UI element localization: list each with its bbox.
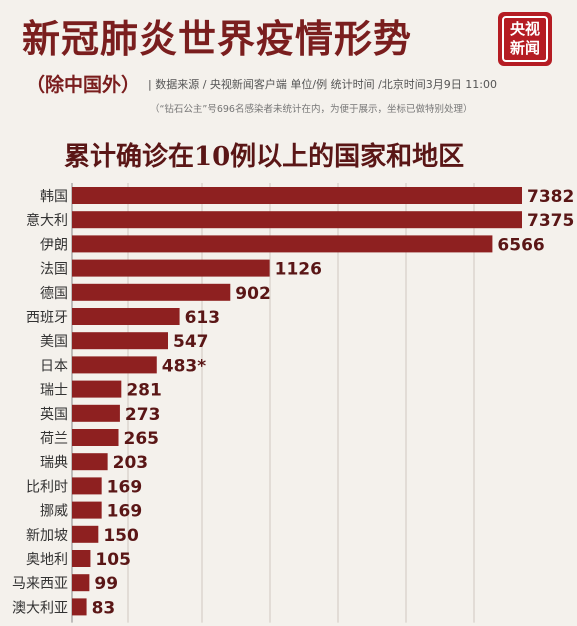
category-label: 德国: [40, 286, 68, 302]
value-label: 613: [185, 308, 221, 328]
value-label: 99: [94, 574, 118, 594]
region-note: （除中国外）: [26, 74, 141, 96]
category-label: 比利时: [26, 479, 68, 495]
value-label: 150: [103, 526, 139, 546]
category-label: 瑞典: [40, 455, 68, 471]
category-label: 法国: [40, 262, 68, 278]
value-label: 547: [173, 332, 209, 352]
value-label: 6566: [497, 235, 544, 255]
bar: [72, 356, 157, 374]
category-label: 荷兰: [40, 431, 68, 447]
bar: [72, 308, 180, 325]
value-label: 902: [235, 284, 271, 304]
bar: [72, 404, 120, 422]
value-label: 83: [92, 598, 116, 618]
logo-text-line1: 央视: [509, 20, 540, 38]
category-label: 澳大利亚: [12, 600, 68, 616]
category-label: 挪威: [40, 504, 68, 520]
category-label: 美国: [40, 334, 68, 350]
value-label: 265: [124, 429, 160, 449]
bar: [72, 525, 99, 543]
category-label: 瑞士: [40, 383, 68, 399]
category-label: 韩国: [40, 189, 68, 205]
category-label: 西班牙: [26, 310, 68, 326]
value-label: 483*: [162, 356, 206, 376]
source-line: | 数据来源 / 央视新闻客户端 单位/例 统计时间 /北京时间3月9日 11:…: [148, 78, 497, 91]
value-label: 169: [107, 477, 143, 497]
chart-title: 累计确诊在10例以上的国家和地区: [64, 142, 465, 172]
bar: [72, 477, 102, 495]
category-label: 英国: [40, 406, 68, 423]
bar: [72, 574, 90, 592]
footnote: （“钻石公主”号696名感染者未统计在内，为便于展示，坐标已做特别处理）: [150, 104, 473, 115]
bar: [72, 501, 102, 519]
value-label: 169: [107, 502, 143, 522]
category-label: 新加坡: [26, 528, 68, 544]
bar: [72, 187, 522, 204]
value-label: 273: [125, 405, 161, 425]
bar: [72, 380, 122, 398]
value-label: 7375: [527, 211, 574, 231]
page-title: 新冠肺炎世界疫情形势: [22, 16, 413, 61]
category-label: 马来西亚: [12, 576, 68, 592]
value-label: 105: [95, 550, 130, 570]
value-label: 1126: [275, 260, 322, 280]
logo-text-line2: 新闻: [509, 39, 540, 57]
bar: [72, 429, 119, 446]
value-label: 203: [113, 453, 148, 473]
bar: [72, 550, 91, 567]
category-label: 意大利: [26, 212, 68, 229]
bar: [72, 211, 522, 229]
category-label: 伊朗: [40, 237, 68, 253]
category-label: 日本: [40, 358, 68, 374]
category-label: 奥地利: [26, 551, 68, 568]
bar: [72, 332, 168, 350]
value-label: 7382: [527, 187, 574, 207]
value-label: 281: [126, 381, 161, 401]
bar: [72, 235, 493, 253]
cctv-news-logo: 央视 新闻: [498, 12, 552, 66]
bar: [72, 283, 231, 301]
bar: [72, 259, 270, 277]
bar: [72, 598, 87, 616]
bar: [72, 453, 108, 471]
